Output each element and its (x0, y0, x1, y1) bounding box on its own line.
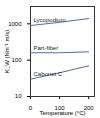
svg-text:0: 0 (29, 105, 33, 111)
svg-text:100: 100 (54, 104, 65, 111)
svg-text:Cabonet C: Cabonet C (34, 71, 63, 77)
svg-text:Temperature (°C): Temperature (°C) (39, 110, 85, 116)
svg-text:Lycopodium: Lycopodium (34, 17, 66, 23)
svg-text:100: 100 (11, 57, 22, 63)
svg-text:10: 10 (15, 93, 22, 99)
svg-text:1000: 1000 (8, 21, 22, 27)
svg-text:Part-fiber: Part-fiber (34, 45, 59, 51)
svg-text:200: 200 (83, 104, 94, 111)
svg-text:K_W (Nm⁻¹ m/s): K_W (Nm⁻¹ m/s) (4, 30, 10, 73)
